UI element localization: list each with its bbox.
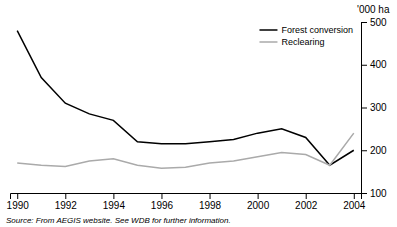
y-tick-mark: [361, 193, 367, 194]
y-tick: 400: [361, 59, 387, 70]
x-tick: 1990: [7, 193, 30, 211]
y-tick-label: 200: [370, 145, 387, 156]
legend: Forest conversion Reclearing: [259, 25, 353, 47]
y-tick: 300: [361, 102, 387, 113]
y-axis: 100 200 300 400 500: [361, 17, 387, 199]
x-tick-label: 1990: [7, 200, 30, 211]
x-tick-mark: [113, 193, 114, 199]
y-axis-line: [362, 23, 368, 194]
y-tick: 100: [361, 188, 387, 199]
y-tick: 500: [361, 17, 387, 28]
series-line: [17, 133, 354, 168]
x-tick-mark: [258, 193, 259, 199]
x-tick: 2002: [295, 193, 318, 211]
legend-label: Forest conversion: [281, 25, 353, 35]
legend-swatch: [259, 41, 277, 43]
y-axis-title: '000 ha: [357, 4, 390, 15]
y-tick-mark: [361, 108, 367, 109]
legend-item: Forest conversion: [259, 25, 353, 35]
x-tick: 1994: [103, 193, 126, 211]
x-tick-mark: [17, 193, 18, 199]
y-tick-label: 100: [370, 188, 387, 199]
y-tick-mark: [361, 65, 367, 66]
y-tick-label: 300: [370, 102, 387, 113]
y-tick: 200: [361, 145, 387, 156]
source-note: Source: From AEGIS website. See WDB for …: [6, 216, 231, 225]
legend-label: Reclearing: [281, 37, 324, 47]
series-group: [17, 31, 354, 169]
x-tick-label: 1996: [151, 200, 174, 211]
x-tick-label: 1992: [55, 200, 78, 211]
x-tick-label: 1994: [103, 200, 126, 211]
x-tick-label: 1998: [199, 200, 222, 211]
x-tick: 2000: [247, 193, 270, 211]
y-tick-mark: [361, 150, 367, 151]
plot: 1990 1992 1994 1996 1998 2000 2002 2004 100 200 30…: [7, 4, 390, 211]
x-tick: 1998: [199, 193, 222, 211]
chart: 1990 1992 1994 1996 1998 2000 2002 2004 100 200 30…: [0, 0, 397, 227]
legend-swatch: [259, 29, 277, 31]
x-tick: 1996: [151, 193, 174, 211]
x-tick: 1992: [55, 193, 78, 211]
x-tick-label: 2000: [247, 200, 270, 211]
x-tick-mark: [65, 193, 66, 199]
x-tick-mark: [306, 193, 307, 199]
x-tick-mark: [210, 193, 211, 199]
x-axis: 1990 1992 1994 1996 1998 2000 2002 2004: [7, 193, 366, 211]
x-axis-line: [11, 194, 362, 200]
x-tick-mark: [354, 193, 355, 199]
y-tick-mark: [361, 22, 367, 23]
series-line: [17, 31, 354, 166]
legend-item: Reclearing: [259, 37, 324, 47]
x-tick-label: 2004: [343, 200, 366, 211]
y-tick-label: 400: [370, 59, 387, 70]
x-tick: 2004: [343, 193, 366, 211]
x-tick-label: 2002: [295, 200, 318, 211]
x-tick-mark: [161, 193, 162, 199]
y-tick-label: 500: [370, 17, 387, 28]
